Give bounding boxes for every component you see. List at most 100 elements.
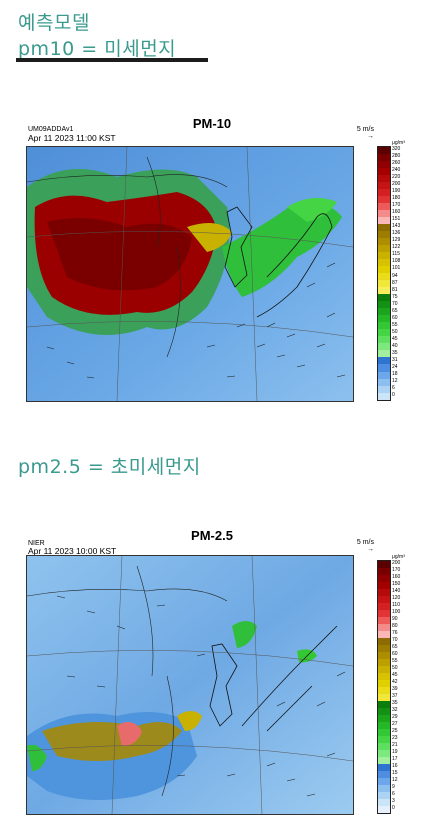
legend-tick-label: 50 xyxy=(392,328,398,335)
pm25-map-svg xyxy=(27,556,353,814)
legend-swatch xyxy=(378,771,390,778)
legend-tick-label: 12 xyxy=(392,377,398,384)
legend-swatch xyxy=(378,266,390,274)
pm25-forecast-map: PM-2.5 NIER Apr 11 2023 10:00 KST 5 m/s →… xyxy=(26,525,405,815)
pm10-map-title: PM-10 xyxy=(192,116,232,131)
legend-tick-label: 80 xyxy=(392,623,398,629)
legend-tick-label: 170 xyxy=(392,202,401,209)
legend-swatch xyxy=(378,350,390,358)
legend-tick-label: 140 xyxy=(392,588,401,594)
korea-coastline xyxy=(224,206,253,288)
legend-swatch xyxy=(378,792,390,799)
legend-tick-label: 45 xyxy=(392,335,398,342)
legend-swatch xyxy=(378,785,390,792)
legend-tick-label: 16 xyxy=(392,763,398,769)
legend-tick-label: 108 xyxy=(392,258,401,265)
legend-swatch xyxy=(378,694,390,701)
legend-swatch xyxy=(378,638,390,645)
pm10-wind-scale: 5 m/s → xyxy=(357,126,374,140)
legend-tick-label: 220 xyxy=(392,174,401,181)
pm10-datetime: Apr 11 2023 11:00 KST xyxy=(28,133,116,143)
legend-tick-label: 55 xyxy=(392,658,398,664)
legend-tick-label: 0 xyxy=(392,391,395,398)
legend-swatch xyxy=(378,371,390,379)
legend-tick-label: 76 xyxy=(392,630,398,636)
pm10-unit: μg/m³ xyxy=(392,140,405,146)
green-zone-north xyxy=(232,621,257,648)
legend-swatch xyxy=(378,329,390,337)
legend-swatch xyxy=(378,231,390,239)
legend-tick-label: 70 xyxy=(392,637,398,643)
pm10-model-name: UM09ADDAv1 xyxy=(28,126,74,133)
legend-tick-label: 170 xyxy=(392,567,401,573)
legend-swatch xyxy=(378,378,390,386)
legend-swatch xyxy=(378,210,390,218)
legend-tick-label: 25 xyxy=(392,728,398,734)
legend-swatch xyxy=(378,392,390,400)
wind-vectors xyxy=(56,595,346,797)
legend-tick-label: 50 xyxy=(392,665,398,671)
legend-swatch xyxy=(378,224,390,232)
pm10-map-svg xyxy=(27,147,353,401)
pm10-forecast-map: PM-10 UM09ADDAv1 Apr 11 2023 11:00 KST 5… xyxy=(26,110,405,410)
legend-swatch xyxy=(378,322,390,330)
legend-tick-label: 12 xyxy=(392,777,398,783)
legend-tick-label: 94 xyxy=(392,272,398,279)
legend-tick-label: 240 xyxy=(392,167,401,174)
legend-swatch xyxy=(378,343,390,351)
legend-swatch xyxy=(378,680,390,687)
legend-swatch xyxy=(378,596,390,603)
legend-swatch xyxy=(378,385,390,393)
legend-tick-label: 21 xyxy=(392,742,398,748)
japan-coastline xyxy=(241,625,338,732)
legend-swatch xyxy=(378,168,390,176)
legend-tick-label: 150 xyxy=(392,581,401,587)
legend-swatch xyxy=(378,273,390,281)
legend-swatch xyxy=(378,364,390,372)
wind-scale-label: 5 m/s xyxy=(356,126,374,133)
legend-tick-label: 110 xyxy=(392,602,400,608)
legend-swatch xyxy=(378,743,390,750)
legend-swatch xyxy=(378,575,390,582)
legend-swatch xyxy=(378,315,390,323)
legend-swatch xyxy=(378,715,390,722)
legend-tick-label: 27 xyxy=(392,721,398,727)
legend-swatch xyxy=(378,252,390,260)
legend-tick-label: 6 xyxy=(392,791,395,797)
legend-tick-label: 42 xyxy=(392,679,398,685)
legend-swatch xyxy=(378,582,390,589)
legend-swatch xyxy=(378,203,390,211)
legend-tick-label: 23 xyxy=(392,735,398,741)
pm25-concentration-map xyxy=(26,555,354,815)
legend-tick-label: 65 xyxy=(392,644,398,650)
legend-swatch xyxy=(378,280,390,288)
legend-tick-label: 19 xyxy=(392,749,398,755)
legend-swatch xyxy=(378,196,390,204)
legend-swatch xyxy=(378,750,390,757)
legend-swatch xyxy=(378,617,390,624)
legend-tick-label: 122 xyxy=(392,244,401,251)
very-high-pollution-zone xyxy=(47,218,192,291)
legend-tick-label: 101 xyxy=(392,265,401,272)
legend-swatch xyxy=(378,189,390,197)
legend-swatch xyxy=(378,161,390,169)
legend-tick-label: 260 xyxy=(392,160,401,167)
legend-tick-label: 115 xyxy=(392,251,400,258)
mid-pollution-zone xyxy=(187,223,232,252)
legend-swatch xyxy=(378,778,390,785)
legend-swatch xyxy=(378,147,390,155)
pm25-label: pm2.5 = 초미세먼지 xyxy=(18,456,201,478)
legend-tick-label: 65 xyxy=(392,307,398,314)
legend-swatch xyxy=(378,687,390,694)
legend-swatch xyxy=(378,708,390,715)
legend-swatch xyxy=(378,722,390,729)
lat-lon-grid xyxy=(27,147,353,401)
legend-swatch xyxy=(378,645,390,652)
legend-tick-label: 6 xyxy=(392,384,395,391)
legend-swatch xyxy=(378,610,390,617)
legend-swatch xyxy=(378,294,390,302)
legend-tick-label: 24 xyxy=(392,363,398,370)
legend-tick-label: 45 xyxy=(392,672,398,678)
legend-tick-label: 17 xyxy=(392,756,398,762)
legend-swatch xyxy=(378,238,390,246)
